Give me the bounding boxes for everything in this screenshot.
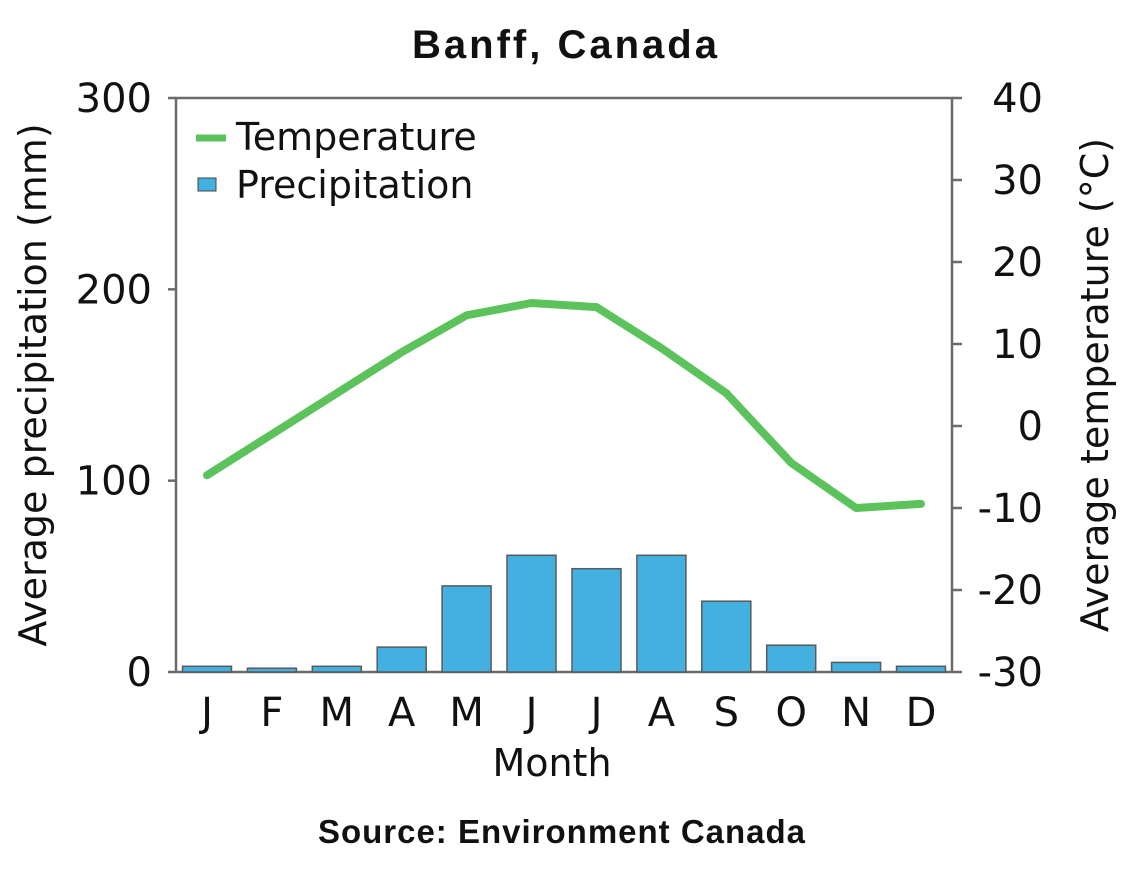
left-tick-label: 100 [76, 459, 152, 505]
legend-precipitation-label: Precipitation [236, 163, 474, 207]
x-tick-label: J [198, 690, 213, 736]
x-tick-label: J [588, 690, 603, 736]
x-tick-label: F [260, 690, 283, 736]
y-axis-label-right: Average temperature (°C) [1073, 138, 1117, 632]
temperature-line-layer [203, 299, 925, 512]
right-tick-label: -10 [978, 486, 1043, 532]
right-axis: 40 30 20 10 0 -10 -20 -30 [952, 76, 1043, 696]
precipitation-bars [181, 554, 947, 673]
precipitation-bar [701, 600, 752, 673]
precipitation-bar [246, 667, 298, 673]
x-tick-label: O [775, 690, 806, 736]
right-tick-label: 40 [992, 76, 1043, 122]
left-tick-label: 0 [127, 650, 152, 696]
right-tick-label: 0 [1018, 404, 1043, 450]
left-axis: 300 200 100 0 [76, 76, 176, 696]
x-tick-label: A [648, 690, 676, 736]
right-tick-label: 10 [992, 322, 1043, 368]
precipitation-bar [506, 554, 557, 673]
x-tick-label: J [523, 690, 538, 736]
precipitation-bar [765, 644, 817, 673]
precipitation-bar [181, 665, 233, 673]
x-tick-label: S [714, 690, 739, 736]
legend-precipitation-swatch [197, 177, 217, 192]
precipitation-bar [830, 661, 882, 673]
chart-title: Banff, Canada [412, 23, 720, 67]
x-tick-label: A [388, 690, 416, 736]
x-tick-label: M [320, 690, 355, 736]
precipitation-bar [636, 554, 687, 673]
left-tick-label: 300 [76, 76, 152, 122]
precipitation-bar [376, 646, 427, 673]
x-tick-label: D [906, 690, 937, 736]
plot-frame [174, 96, 954, 674]
right-tick-label: -30 [978, 650, 1043, 696]
source-note: Source: Environment Canada [318, 813, 806, 850]
x-axis-label: Month [492, 741, 611, 785]
legend-temperature-label: Temperature [235, 115, 477, 159]
precipitation-bar [441, 585, 492, 673]
x-tick-label: N [841, 690, 871, 736]
x-tick-label: M [449, 690, 484, 736]
precipitation-bar [571, 567, 622, 673]
precipitation-bar [895, 665, 947, 673]
right-tick-label: 30 [992, 158, 1043, 204]
precipitation-bar [311, 665, 363, 673]
right-tick-label: -20 [978, 568, 1043, 614]
temperature-line [203, 299, 925, 512]
legend: Temperature Precipitation [196, 115, 477, 207]
right-tick-label: 20 [992, 240, 1043, 286]
left-tick-label: 200 [76, 267, 152, 313]
y-axis-label-left: Average precipitation (mm) [11, 123, 55, 646]
